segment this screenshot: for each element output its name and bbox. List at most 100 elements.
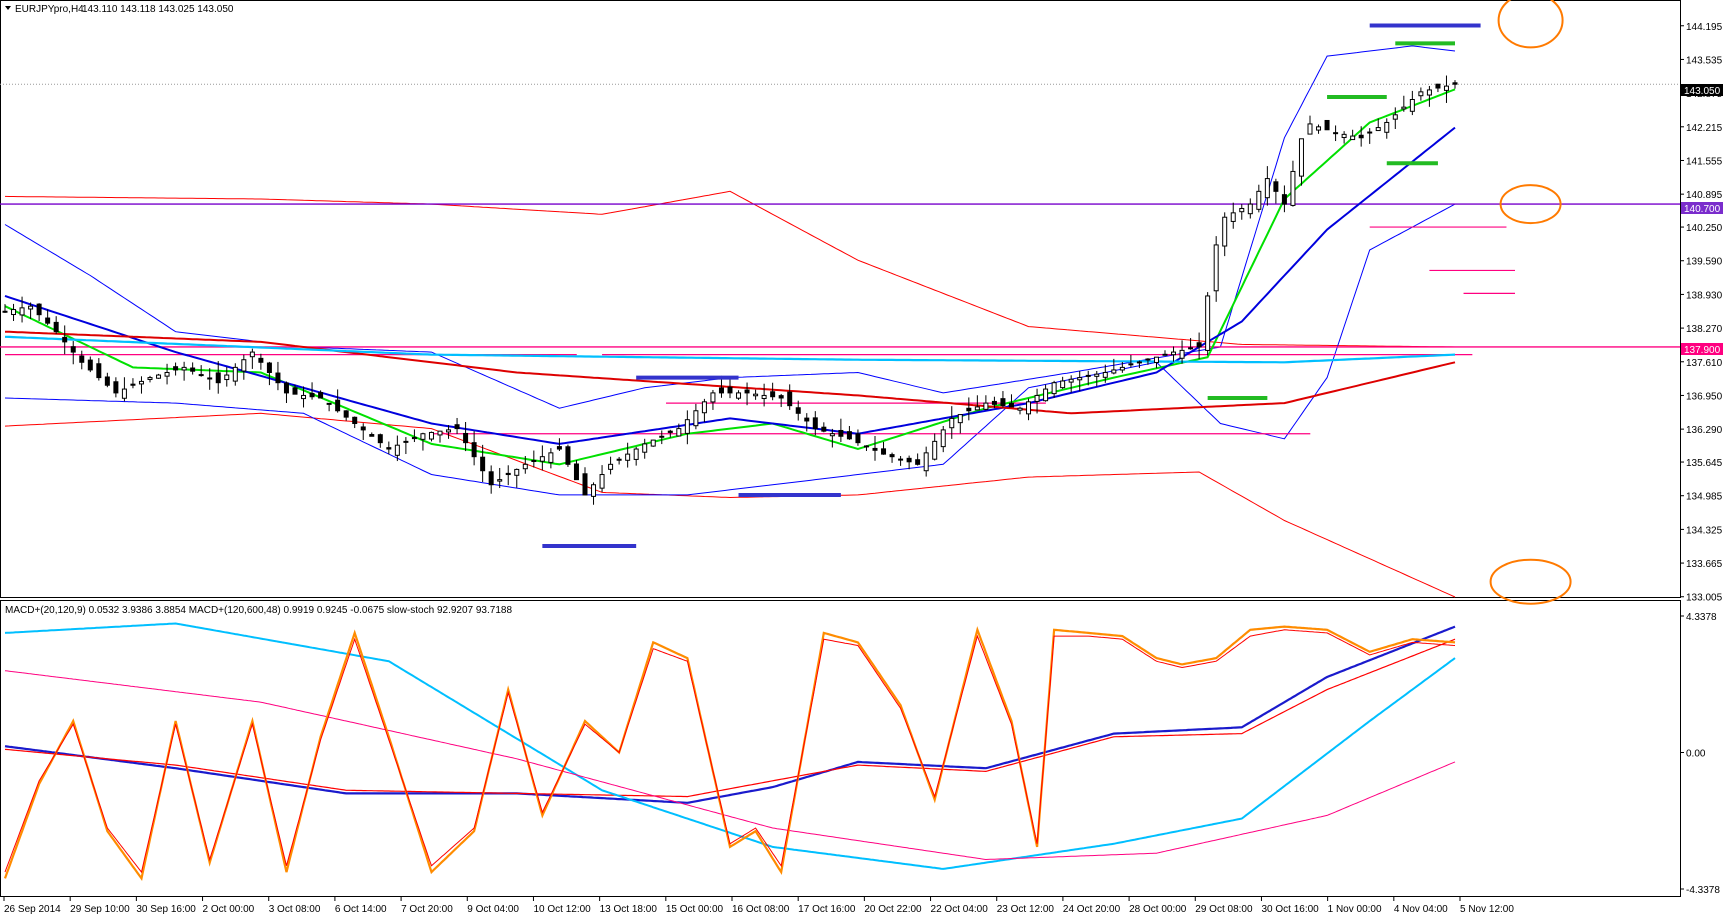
candle-bull <box>241 359 247 372</box>
macd-120-600-48-signal-line <box>4 670 1456 861</box>
envelope-upper-line <box>4 190 1456 348</box>
candle-bear <box>198 374 204 377</box>
candle-bull <box>625 453 631 461</box>
x-tick-label: 15 Oct 00:00 <box>666 904 724 915</box>
pink-level-label: 137.900 <box>1684 345 1721 356</box>
candle-bear <box>1136 361 1142 364</box>
candle-bear <box>53 321 59 333</box>
candle-bear <box>855 433 861 444</box>
x-tick-label: 17 Oct 16:00 <box>798 904 856 915</box>
candle-bull <box>693 410 699 427</box>
candle-bull <box>1256 190 1262 210</box>
candle-bear <box>898 458 904 461</box>
candles <box>2 75 1458 505</box>
y-tick-label: 141.555 <box>1686 156 1723 167</box>
candle-bear <box>369 434 375 437</box>
candle-bear <box>838 429 844 437</box>
candle-bear <box>1128 363 1134 366</box>
y-tick-label: 138.930 <box>1686 290 1723 301</box>
horizontal-levels <box>0 83 1680 435</box>
candle-bull <box>608 463 614 470</box>
candle-bull <box>736 392 742 399</box>
candle-bull <box>1171 351 1177 356</box>
candle-bear <box>87 359 93 371</box>
pink-level-tag: 137.900 <box>1681 343 1723 356</box>
candle-bull <box>642 443 648 453</box>
envelope-lower-line <box>4 412 1456 598</box>
candle-bear <box>70 346 76 353</box>
candle-bear <box>881 448 887 455</box>
x-tick-label: 23 Oct 12:00 <box>997 904 1055 915</box>
cyan-line <box>4 335 1456 364</box>
candle-bear <box>45 317 51 324</box>
candle-bull <box>2 310 8 313</box>
candle-bull <box>301 394 307 400</box>
indicator-lines <box>3 622 1456 882</box>
candle-bull <box>1298 138 1304 177</box>
macd-120-600-48-main-line <box>4 622 1456 870</box>
macd-20-120-9-signal-line <box>4 638 1456 798</box>
candle-bear <box>565 446 571 465</box>
candle-bear <box>1008 402 1014 408</box>
candle-bull <box>522 463 528 470</box>
candle-bear <box>215 372 221 384</box>
bollinger-lower-line <box>4 203 1456 496</box>
purple-level-tag: 140.700 <box>1681 202 1723 215</box>
candle-bull <box>428 431 434 440</box>
candle-bear <box>454 424 460 430</box>
candle-bull <box>411 437 417 440</box>
candle-bull <box>710 392 716 403</box>
indicator-y-tick-label: 4.3378 <box>1686 612 1717 623</box>
candle-bull <box>28 305 34 310</box>
candle-bear <box>582 473 588 496</box>
candle-bear <box>1324 119 1330 131</box>
candle-bull <box>1401 106 1407 110</box>
candle-bull <box>1350 135 1356 141</box>
candle-bull <box>1153 356 1159 363</box>
candle-bull <box>19 307 25 316</box>
candle-bear <box>283 382 289 394</box>
candle-bear <box>667 430 673 433</box>
candle-bull <box>1418 91 1424 97</box>
candle-bear <box>804 417 810 422</box>
ohlc-label: 143.110 143.118 143.025 143.050 <box>82 4 234 15</box>
y-tick-label: 136.950 <box>1686 391 1723 402</box>
x-tick-label: 29 Oct 08:00 <box>1195 904 1253 915</box>
candle-bear <box>846 431 852 440</box>
candle-bear <box>113 381 119 394</box>
candle-bear <box>335 399 341 412</box>
candle-bull <box>232 366 238 382</box>
y-axis-ticks: 144.195143.535142.875142.215141.555140.8… <box>1680 22 1723 896</box>
y-tick-label: 134.985 <box>1686 492 1723 503</box>
candle-bull <box>514 468 520 476</box>
menu-triangle-icon[interactable] <box>5 6 11 10</box>
candle-bull <box>599 474 605 489</box>
candle-bull <box>437 430 443 436</box>
x-tick-label: 10 Oct 12:00 <box>533 904 591 915</box>
envelope-lines <box>4 190 1456 598</box>
slow-stoch-d-line <box>4 629 1456 874</box>
candle-bull <box>1392 114 1398 120</box>
y-tick-label: 137.610 <box>1686 358 1723 369</box>
candle-bull <box>403 440 409 443</box>
candle-bear <box>463 432 469 444</box>
candle-bear <box>556 446 562 450</box>
candle-bear <box>1188 347 1194 350</box>
y-tick-label: 144.195 <box>1686 22 1723 33</box>
candle-bull <box>446 429 452 433</box>
candle-bear <box>96 363 102 379</box>
candle-bull <box>1068 378 1074 383</box>
x-tick-label: 26 Sep 2014 <box>4 904 61 915</box>
current-price-tag: 143.050 <box>1681 84 1723 97</box>
candle-bull <box>701 401 707 414</box>
candle-bull <box>1094 373 1100 377</box>
indicator-y-tick-label: -4.3378 <box>1686 885 1720 896</box>
candle-bear <box>326 402 332 405</box>
candle-bull <box>650 439 656 447</box>
candle-bear <box>318 392 324 399</box>
candle-bear <box>795 407 801 414</box>
current-price-label: 143.050 <box>1684 86 1721 97</box>
candle-bull <box>138 380 144 385</box>
candle-bull <box>1307 123 1313 135</box>
